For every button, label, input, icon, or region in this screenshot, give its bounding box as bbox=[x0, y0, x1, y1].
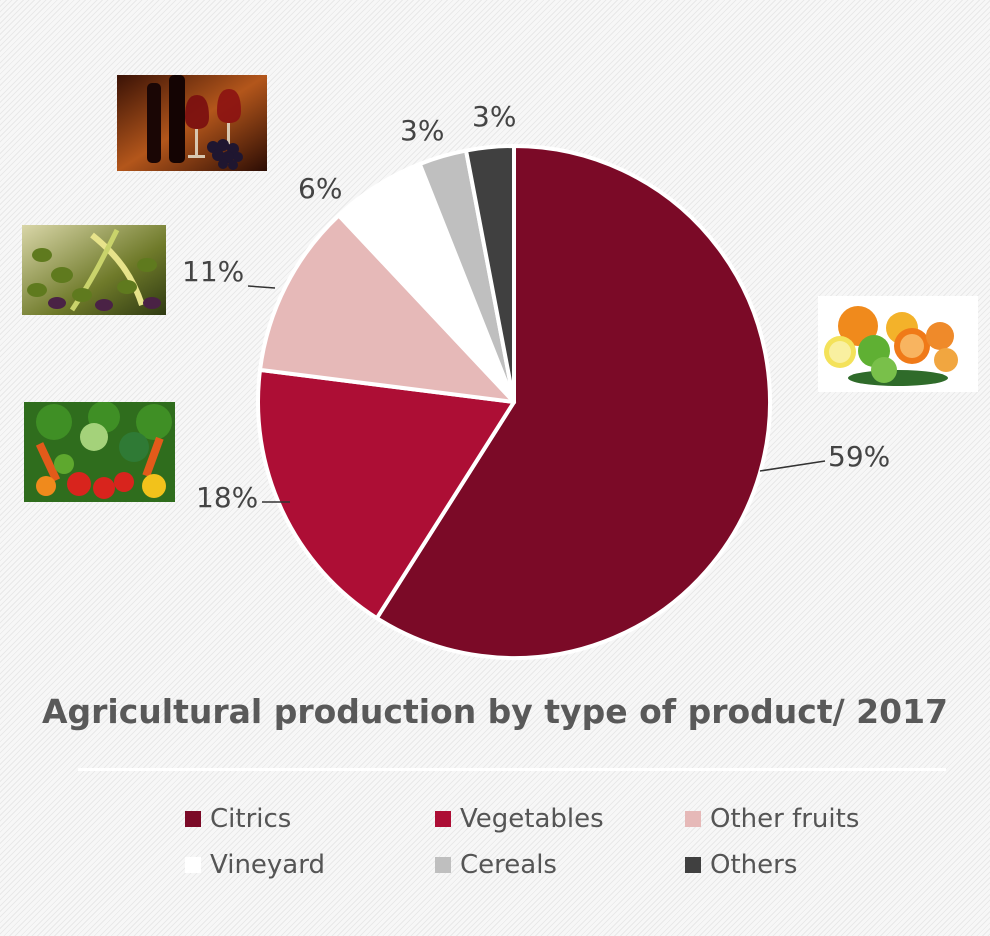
legend-label: Vegetables bbox=[460, 804, 604, 834]
pie-slice-other-fruits bbox=[258, 213, 516, 404]
data-label-citrics: 59% bbox=[828, 440, 890, 473]
chart-title: Agricultural production by type of produ… bbox=[41, 692, 949, 731]
data-label-other-fruits: 11% bbox=[182, 255, 244, 288]
pie-chart: 59% 18% 11% 6% 3% 3% bbox=[182, 100, 890, 660]
legend-label: Vineyard bbox=[210, 850, 325, 880]
pie-slice-vegetables bbox=[256, 367, 516, 621]
legend-swatch bbox=[435, 811, 451, 827]
legend-label: Citrics bbox=[210, 804, 292, 834]
data-label-vineyard: 6% bbox=[298, 172, 342, 205]
legend-item-cereals: Cereals bbox=[435, 850, 557, 880]
leader-line-other-fruits bbox=[247, 285, 276, 289]
citrus-photo-icon bbox=[818, 296, 978, 392]
data-label-vegetables: 18% bbox=[196, 481, 258, 514]
pie-slice-citrics bbox=[374, 144, 772, 660]
wine-grapes-photo-icon bbox=[117, 75, 267, 171]
title-divider bbox=[78, 768, 946, 771]
legend-swatch bbox=[185, 857, 201, 873]
legend-swatch bbox=[435, 857, 451, 873]
leader-line-citrics bbox=[759, 460, 826, 472]
legend-item-vineyard: Vineyard bbox=[185, 850, 325, 880]
legend-swatch bbox=[685, 857, 701, 873]
vegetables-photo-icon bbox=[24, 402, 175, 502]
data-label-others: 3% bbox=[472, 100, 516, 133]
olives-photo-icon bbox=[22, 225, 166, 315]
legend-swatch bbox=[185, 811, 201, 827]
legend-item-others: Others bbox=[685, 850, 797, 880]
legend-item-vegetables: Vegetables bbox=[435, 804, 604, 834]
legend-item-citrics: Citrics bbox=[185, 804, 291, 834]
legend-swatch bbox=[685, 811, 701, 827]
legend-label: Other fruits bbox=[710, 804, 860, 834]
legend-label: Others bbox=[710, 850, 798, 880]
data-label-cereals: 3% bbox=[400, 114, 444, 147]
legend-label: Cereals bbox=[460, 850, 557, 880]
pie-slice-others bbox=[464, 144, 516, 404]
legend-item-other-fruits: Other fruits bbox=[685, 804, 859, 834]
